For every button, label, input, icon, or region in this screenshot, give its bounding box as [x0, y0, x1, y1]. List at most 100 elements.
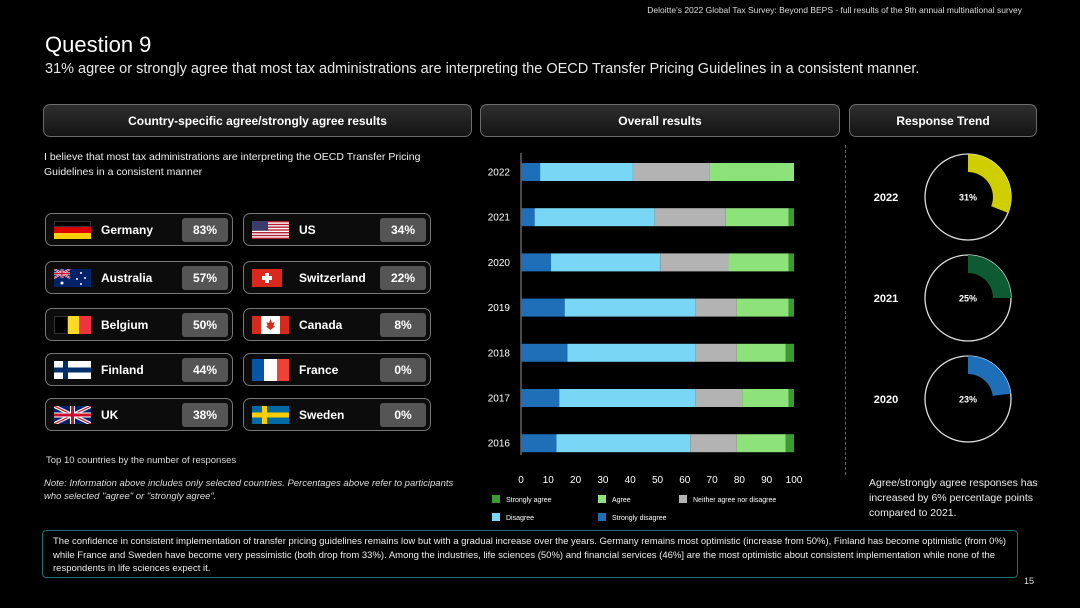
- bar-segment: [540, 163, 633, 181]
- trend-year-label: 2022: [874, 192, 898, 204]
- country-card-australia: Australia 57%: [45, 261, 233, 294]
- bar-segment: [788, 389, 794, 407]
- germany-flag-icon: [54, 221, 91, 239]
- legend-label: Strongly agree: [506, 497, 552, 504]
- bar-segment: [521, 208, 535, 227]
- bar-segment: [788, 208, 794, 227]
- canada-flag-icon: [252, 316, 289, 334]
- x-tick-label: 70: [707, 475, 719, 486]
- country-section-header: Country-specific agree/strongly agree re…: [43, 104, 472, 137]
- bar-segment: [521, 389, 560, 407]
- bar-segment: [742, 389, 789, 407]
- country-card-switzerland: Switzerland 22%: [243, 261, 431, 294]
- australia-flag-icon: [54, 269, 91, 287]
- switzerland-flag-icon: [252, 269, 282, 287]
- bar-segment: [632, 163, 710, 181]
- year-tick-label: 2018: [488, 348, 511, 359]
- trend-value-label: 31%: [959, 193, 977, 203]
- bar-segment: [736, 298, 789, 317]
- year-tick-label: 2019: [488, 303, 511, 314]
- bar-segment: [736, 343, 786, 362]
- page-subtitle: 31% agree or strongly agree that most ta…: [45, 61, 920, 77]
- page-number: 15: [1023, 576, 1034, 586]
- country-card-france: France 0%: [243, 353, 431, 386]
- response-trend-chart: 2022 31% 2021 25% 2020 23%: [874, 153, 1012, 443]
- bar-segment: [695, 343, 737, 362]
- trend-pie-hole: [943, 172, 993, 222]
- country-percent: 50%: [182, 313, 228, 337]
- x-tick-label: 30: [597, 475, 609, 486]
- country-card-canada: Canada 8%: [243, 308, 431, 341]
- x-tick-label: 0: [518, 475, 524, 486]
- country-name: Germany: [101, 223, 154, 237]
- bar-segment: [521, 298, 565, 317]
- bar-segment: [695, 298, 737, 317]
- page-title: Question 9: [45, 32, 152, 57]
- trend-pie-hole: [943, 374, 993, 424]
- trend-note: Agree/strongly agree responses has incre…: [869, 477, 1038, 519]
- x-tick-label: 80: [734, 475, 746, 486]
- bar-segment: [534, 208, 655, 227]
- top10-footnote: Top 10 countries by the number of respon…: [46, 455, 237, 466]
- bar-segment: [725, 208, 789, 227]
- year-tick-label: 2020: [488, 258, 511, 269]
- x-tick-label: 90: [761, 475, 773, 486]
- trend-pie-hole: [943, 273, 993, 323]
- sweden-flag-icon: [252, 406, 289, 424]
- legend-swatch: [492, 513, 500, 521]
- bar-segment: [690, 434, 737, 453]
- legend-label: Disagree: [506, 515, 534, 522]
- legend-swatch: [492, 495, 500, 503]
- legend-swatch: [598, 513, 606, 521]
- bar-segment: [728, 253, 789, 272]
- finland-flag-icon: [54, 361, 91, 379]
- legend-swatch: [598, 495, 606, 503]
- country-card-us: US 34%: [243, 213, 431, 246]
- country-name: UK: [101, 408, 119, 422]
- country-percent: 57%: [182, 266, 228, 290]
- x-tick-label: 100: [786, 475, 803, 486]
- legend-swatch: [679, 495, 687, 503]
- country-percent: 22%: [380, 266, 426, 290]
- year-tick-label: 2016: [488, 439, 511, 450]
- overall-section-header: Overall results: [480, 104, 840, 137]
- note-footnote: Note: Information above includes only se…: [44, 478, 454, 502]
- bar-segment: [521, 253, 552, 272]
- country-name: Belgium: [101, 318, 149, 332]
- country-percent: 0%: [380, 358, 426, 382]
- country-card-belgium: Belgium 50%: [45, 308, 233, 341]
- country-name: Finland: [101, 363, 144, 377]
- report-source: Deloitte's 2022 Global Tax Survey: Beyon…: [647, 5, 1022, 15]
- year-tick-label: 2021: [488, 213, 511, 224]
- bar-segment: [559, 389, 696, 407]
- x-tick-label: 50: [652, 475, 664, 486]
- bar-segment: [660, 253, 729, 272]
- france-flag-icon: [252, 359, 289, 381]
- uk-flag-icon: [54, 406, 91, 424]
- country-card-uk: UK 38%: [45, 398, 233, 431]
- legend-label: Strongly disagree: [612, 515, 667, 522]
- x-tick-label: 60: [679, 475, 691, 486]
- overall-results-chart: 2022 2021 2020 2019 2018 2017 2016 0 10 20 30 40 50 6…: [488, 153, 803, 522]
- country-name: France: [299, 363, 339, 377]
- country-card-sweden: Sweden 0%: [243, 398, 431, 431]
- bar-segment: [551, 253, 661, 272]
- belgium-flag-icon: [54, 316, 91, 334]
- bar-segment: [521, 343, 568, 362]
- legend-label: Neither agree nor disagree: [693, 497, 776, 504]
- country-percent: 0%: [380, 403, 426, 427]
- country-percent: 38%: [182, 403, 228, 427]
- country-card-finland: Finland 44%: [45, 353, 233, 386]
- summary-box: The confidence in consistent implementat…: [42, 530, 1018, 578]
- country-name: Switzerland: [299, 271, 366, 285]
- year-tick-label: 2022: [488, 168, 511, 179]
- bar-segment: [564, 298, 696, 317]
- bar-segment: [785, 343, 794, 362]
- bar-segment: [788, 298, 794, 317]
- us-flag-icon: [252, 221, 289, 239]
- trend-year-label: 2021: [874, 293, 898, 305]
- country-card-germany: Germany 83%: [45, 213, 233, 246]
- bar-segment: [736, 434, 786, 453]
- country-percent: 44%: [182, 358, 228, 382]
- trend-value-label: 23%: [959, 395, 977, 405]
